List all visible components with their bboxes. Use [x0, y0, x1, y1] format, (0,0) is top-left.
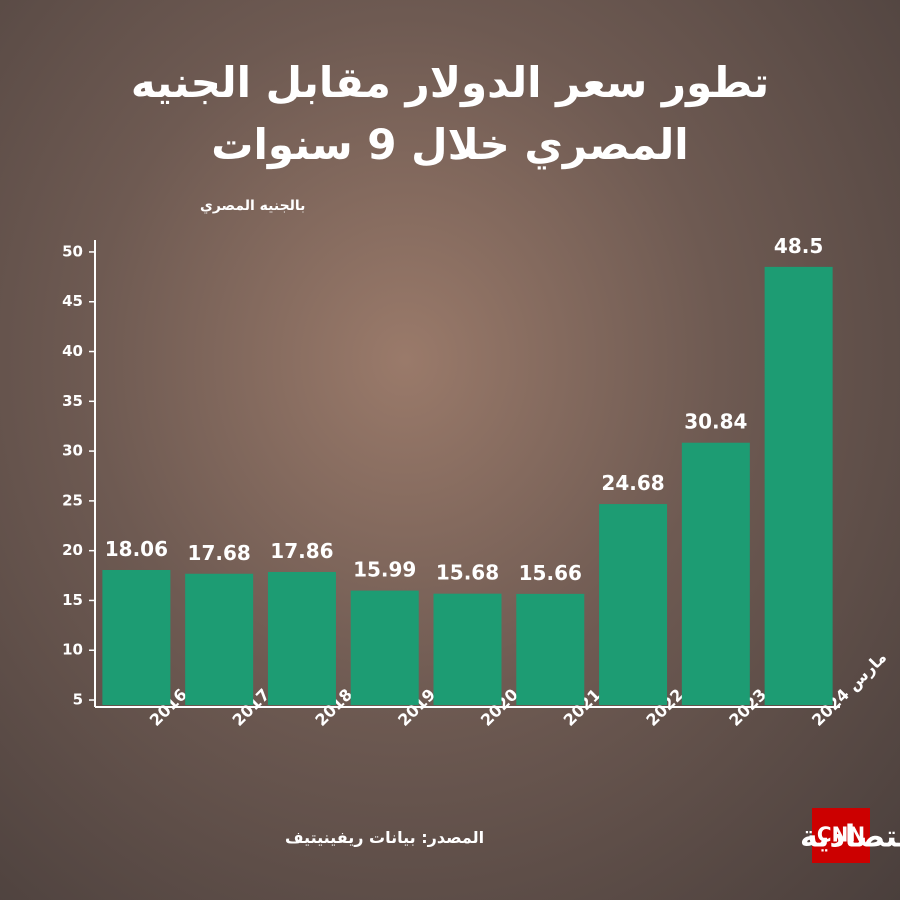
logo-name: الاقتصادية: [800, 820, 900, 855]
value-label: 15.99: [353, 558, 416, 582]
y-tick-label: 50: [62, 242, 83, 260]
bar: [516, 593, 585, 705]
value-label: 18.06: [105, 537, 168, 561]
value-label: 48.5: [774, 234, 823, 258]
bar: [185, 573, 254, 705]
value-label: 30.84: [684, 410, 747, 434]
value-label: 17.86: [270, 539, 333, 563]
bar: [764, 266, 833, 705]
source: المصدر: بيانات ريفينيتيف: [285, 828, 484, 847]
y-tick-label: 45: [62, 292, 83, 310]
value-label: 15.66: [519, 561, 582, 585]
y-tick-label: 5: [73, 691, 83, 709]
bar: [433, 593, 502, 705]
y-axis-label: بالجنيه المصري: [200, 198, 305, 215]
logo-network: CNN: [817, 823, 865, 847]
value-label: 24.68: [601, 471, 664, 495]
bar: [599, 504, 668, 705]
y-tick-label: 30: [62, 442, 83, 460]
y-tick-label: 35: [62, 392, 83, 410]
y-tick-label: 40: [62, 342, 83, 360]
bar: [267, 571, 336, 705]
value-label: 17.68: [188, 541, 251, 565]
y-tick-label: 10: [62, 641, 83, 659]
value-label: 15.68: [436, 561, 499, 585]
y-tick-label: 25: [62, 491, 83, 509]
bar: [102, 569, 171, 705]
y-tick-label: 20: [62, 541, 83, 559]
chart-title: تطور سعر الدولار مقابل الجنيه المصري خلا…: [130, 58, 770, 169]
bar: [350, 590, 419, 705]
logo-box: [812, 808, 870, 863]
bar: [681, 442, 750, 705]
y-tick-label: 15: [62, 591, 83, 609]
